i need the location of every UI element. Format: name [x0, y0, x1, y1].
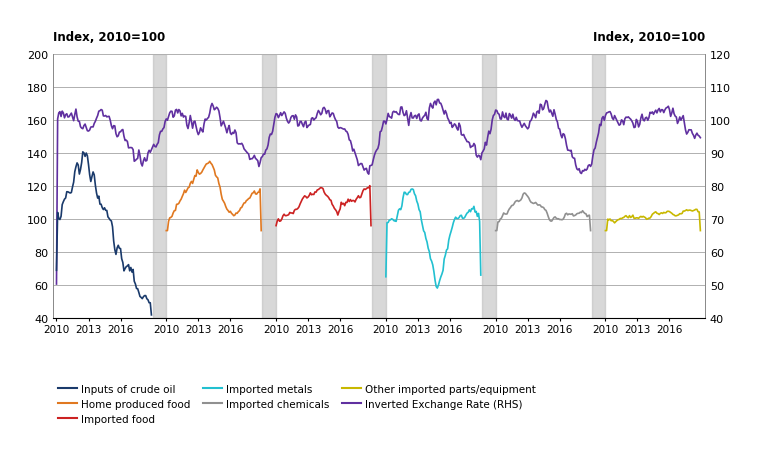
Bar — [152, 55, 166, 318]
Text: Index, 2010=100: Index, 2010=100 — [593, 31, 705, 44]
Text: Index, 2010=100: Index, 2010=100 — [53, 31, 165, 44]
Bar — [262, 55, 276, 318]
Bar — [482, 55, 496, 318]
Legend: Inputs of crude oil, Home produced food, Imported food, Imported metals, Importe: Inputs of crude oil, Home produced food,… — [58, 384, 536, 424]
Bar — [372, 55, 386, 318]
Bar — [592, 55, 606, 318]
